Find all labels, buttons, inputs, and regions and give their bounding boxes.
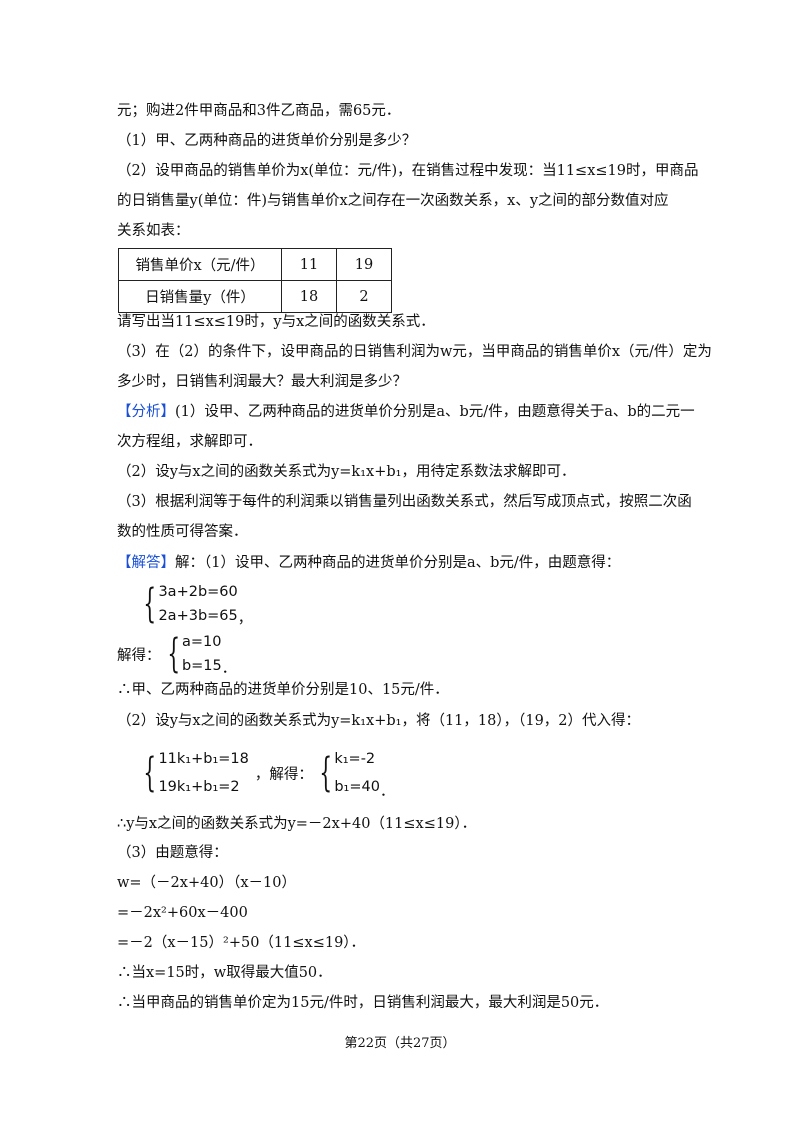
analysis-tag: 【分析】 xyxy=(117,404,175,420)
question-3: （3）在（2）的条件下，设甲商品的日销售利润为w元，当甲商品的销售单价x（元/件… xyxy=(117,344,712,360)
question-2: （2）设甲商品的销售单价为x(单位：元/件)，在销售过程中发现：当11≤x≤19… xyxy=(117,163,699,179)
table-row: 销售单价x（元/件） 11 19 xyxy=(118,248,392,281)
text-line: （3）根据利润等于每件的利润乘以销售量列出函数关系式，然后写成顶点式，按照二次函 xyxy=(117,494,692,510)
conclusion-line: ∴当甲商品的销售单价定为15元/件时，日销售利润最大，最大利润是50元． xyxy=(117,995,609,1011)
question-1: （1）甲、乙两种商品的进货单价分别是多少？ xyxy=(117,133,417,149)
text-line: ∴y与x之间的函数关系式为y=－2x+40（11≤x≤19）． xyxy=(117,816,477,832)
text-line: （3）由题意得： xyxy=(117,845,228,861)
solution-system: 解得：{a=10 b=15 ． xyxy=(117,631,237,677)
answer-tag: 【解答】 xyxy=(117,555,175,571)
equation-system: {11k₁+b₁=18 19k₁+b₁=2 ，解得：{k₁=-2 b₁=40 ． xyxy=(143,750,395,800)
analysis-line: 【分析】(1）设甲、乙两种商品的进货单价分别是a、b元/件，由题意得关于a、b的… xyxy=(117,404,695,420)
text-line: ∴甲、乙两种商品的进货单价分别是10、15元/件． xyxy=(117,682,449,698)
text-line: =－2x²+60x－400 xyxy=(117,905,248,921)
equation-system: {3a+2b=60 2a+3b=65， xyxy=(143,581,253,627)
page-footer: 第22页（共27页） xyxy=(344,1036,456,1051)
table-row: 日销售量y（件） 18 2 xyxy=(118,280,392,313)
text-line: 关系如表： xyxy=(117,223,190,239)
data-table: 销售单价x（元/件） 11 19 日销售量y（件） 18 2 xyxy=(118,248,392,313)
text-line: ∴当x=15时，w取得最大值50． xyxy=(117,965,332,981)
text-line: =－2（x－15）²+50（11≤x≤19）． xyxy=(117,935,366,951)
text-line: 数的性质可得答案． xyxy=(117,524,248,540)
text-line: 的日销售量y(单位：件)与销售单价x之间存在一次函数关系，x、y之间的部分数值对… xyxy=(117,193,669,209)
text-line: （2）设y与x之间的函数关系式为y=k₁x+b₁，将（11，18），（19，2）… xyxy=(117,713,641,729)
text-line: 次方程组，求解即可． xyxy=(117,434,262,450)
answer-line: 【解答】解：（1）设甲、乙两种商品的进货单价分别是a、b元/件，由题意得： xyxy=(117,555,621,571)
text-line: 多少时，日销售利润最大？最大利润是多少？ xyxy=(117,374,407,390)
text-line: 请写出当11≤x≤19时，y与x之间的函数关系式． xyxy=(117,314,435,330)
text-line: （2）设y与x之间的函数关系式为y=k₁x+b₁，用待定系数法求解即可． xyxy=(117,464,576,480)
text-line: w=（－2x+40）（x－10） xyxy=(117,875,296,891)
text-line: 元；购进2件甲商品和3件乙商品，需65元． xyxy=(117,103,401,119)
